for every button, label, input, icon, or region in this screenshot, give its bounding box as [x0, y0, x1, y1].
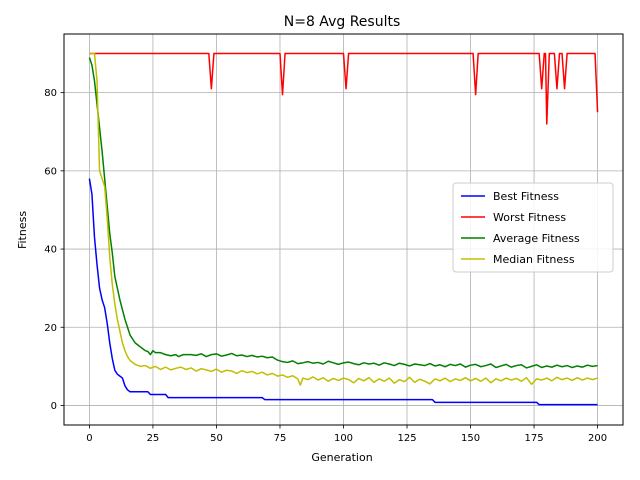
legend-box	[452, 182, 614, 273]
average-fitness-legend-label: Average Fitness	[493, 232, 580, 245]
x-tick-label: 150	[461, 433, 480, 444]
y-axis-label: Fitness	[16, 211, 29, 249]
worst-fitness-line	[89, 52, 599, 125]
x-tick-label: 200	[588, 433, 607, 444]
x-tick-label: 125	[397, 433, 416, 444]
x-tick-label: 75	[274, 433, 287, 444]
y-tick-label: 80	[44, 88, 57, 99]
chart-title: N=8 Avg Results	[284, 14, 401, 30]
average-fitness-line	[88, 57, 598, 369]
y-tick-label: 20	[44, 323, 57, 334]
median-fitness-line	[89, 52, 598, 386]
y-tick-label: 40	[44, 245, 57, 256]
y-tick-label: 0	[51, 401, 57, 412]
x-tick-label: 175	[525, 433, 544, 444]
x-axis-ticks: 0 25 50 75 100 125 150 175 200	[86, 425, 607, 444]
y-axis-ticks: 0 20 40 60 80	[44, 88, 64, 412]
median-fitness-legend-label: Median Fitness	[493, 253, 575, 266]
worst-fitness-legend-label: Worst Fitness	[493, 211, 566, 224]
x-axis-label: Generation	[311, 451, 372, 464]
legend: Best Fitness Worst Fitness Average Fitness…	[452, 182, 614, 273]
x-tick-label: 50	[210, 433, 223, 444]
best-fitness-legend-label: Best Fitness	[493, 190, 559, 203]
x-tick-label: 25	[147, 433, 160, 444]
x-tick-label: 0	[86, 433, 92, 444]
y-tick-label: 60	[44, 166, 57, 177]
best-fitness-line	[88, 178, 598, 406]
series-lines	[88, 52, 599, 406]
x-tick-label: 100	[334, 433, 353, 444]
